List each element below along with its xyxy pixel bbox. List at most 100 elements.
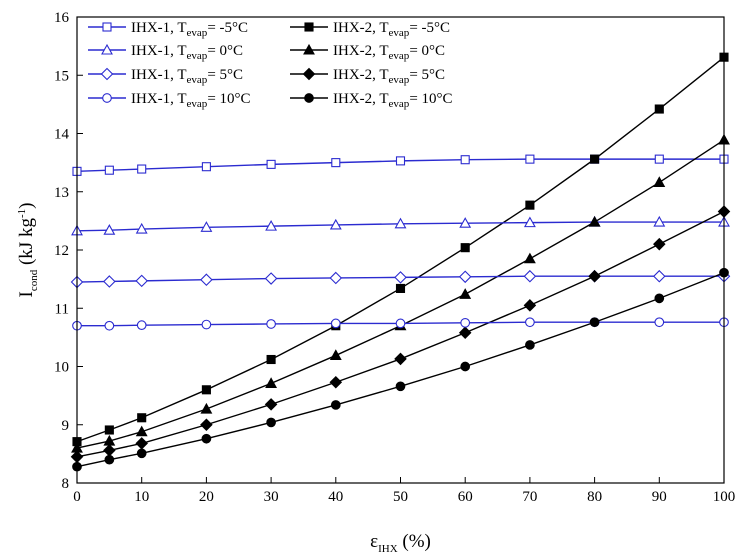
data-point bbox=[103, 224, 116, 235]
legend-swatch-marker bbox=[100, 67, 114, 81]
legend-label-sub: evap bbox=[389, 74, 410, 86]
series-line bbox=[76, 158, 724, 173]
data-point bbox=[394, 271, 407, 284]
data-point bbox=[266, 159, 276, 169]
series-line bbox=[76, 221, 724, 232]
legend-label-post: = 5°C bbox=[207, 67, 243, 83]
legend-label: IHX-2, Tevap= 5°C bbox=[333, 67, 445, 86]
series-1 bbox=[72, 154, 729, 176]
data-point bbox=[460, 243, 470, 253]
data-point bbox=[200, 273, 213, 286]
data-point bbox=[653, 176, 666, 187]
data-point bbox=[136, 448, 147, 459]
data-point bbox=[525, 200, 535, 210]
x-axis-title-main: ε bbox=[370, 531, 378, 552]
y-tick-label: 16 bbox=[54, 10, 70, 26]
data-point bbox=[653, 269, 666, 283]
legend-label-sub: evap bbox=[187, 27, 208, 39]
x-tick-label: 20 bbox=[199, 489, 214, 505]
y-tick-label: 11 bbox=[55, 301, 69, 317]
legend-swatch-marker bbox=[303, 43, 315, 55]
legend-label-pre: IHX-2, T bbox=[333, 43, 389, 59]
legend-swatch-marker bbox=[304, 22, 314, 32]
legend-label-pre: IHX-1, T bbox=[131, 67, 187, 83]
data-point bbox=[459, 217, 472, 228]
data-point bbox=[330, 318, 341, 329]
legend-swatch-marker bbox=[102, 93, 112, 103]
legend-label: IHX-1, Tevap= -5°C bbox=[131, 20, 248, 39]
legend-label-post: = 0°C bbox=[409, 43, 445, 59]
x-tick-label: 10 bbox=[134, 489, 149, 505]
data-point bbox=[266, 319, 276, 329]
data-point bbox=[265, 219, 278, 231]
legend-label-post: = -5°C bbox=[409, 20, 450, 36]
series-line bbox=[76, 210, 725, 458]
x-tick-label: 70 bbox=[522, 489, 537, 505]
legend-label-pre: IHX-1, T bbox=[131, 43, 187, 59]
data-point bbox=[266, 354, 276, 365]
data-point bbox=[201, 162, 211, 172]
legend-label-sub: evap bbox=[187, 50, 208, 62]
legend-label: IHX-1, Tevap= 5°C bbox=[131, 67, 243, 86]
data-point bbox=[103, 444, 116, 457]
data-point bbox=[654, 293, 665, 304]
y-axis-title-unit-sup: -1 bbox=[16, 209, 28, 218]
data-point bbox=[200, 418, 213, 432]
y-axis-title: Icond (kJ kg-1) bbox=[16, 203, 40, 298]
data-point bbox=[264, 272, 278, 285]
y-axis-title-unit-post: ) bbox=[16, 203, 37, 209]
legend-item: IHX-2, Tevap= 0°C bbox=[290, 43, 445, 62]
legend-label-post: = 10°C bbox=[409, 91, 452, 107]
data-point bbox=[654, 317, 665, 328]
data-point bbox=[460, 155, 470, 165]
data-point bbox=[201, 385, 211, 395]
data-point bbox=[103, 275, 116, 288]
legend-label: IHX-1, Tevap= 10°C bbox=[131, 91, 251, 110]
plot-area: 0 10 20 30 40 50 60 70 80 90 100 8 9 10 11 12 13 14 15 16 bbox=[54, 10, 735, 505]
series-line bbox=[77, 321, 724, 327]
legend-label-pre: IHX-1, T bbox=[131, 20, 187, 36]
legend-swatch-marker bbox=[304, 93, 314, 103]
x-axis-title: εIHX (%) bbox=[370, 531, 431, 555]
x-tick-label: 100 bbox=[713, 489, 736, 505]
data-point bbox=[525, 154, 535, 164]
data-point bbox=[266, 417, 276, 428]
data-point bbox=[590, 154, 600, 164]
data-point bbox=[104, 165, 114, 175]
legend-item: IHX-1, Tevap= 0°C bbox=[88, 43, 243, 62]
data-point bbox=[136, 320, 147, 330]
y-axis-title-unit-pre: (kJ kg bbox=[16, 218, 37, 270]
legend-label: IHX-2, Tevap= 10°C bbox=[333, 91, 453, 110]
data-point bbox=[200, 402, 213, 414]
x-tick-label: 0 bbox=[73, 489, 81, 505]
y-tick-label: 9 bbox=[62, 418, 70, 434]
legend-label: IHX-2, Tevap= -5°C bbox=[333, 20, 450, 39]
data-point bbox=[459, 288, 472, 299]
legend-label-sub: evap bbox=[389, 50, 410, 62]
ticks-layer: 0 10 20 30 40 50 60 70 80 90 100 8 9 10 11 12 13 14 15 16 bbox=[54, 10, 735, 505]
legend-swatch-marker bbox=[101, 43, 113, 55]
data-point bbox=[458, 326, 472, 339]
data-point bbox=[653, 215, 666, 227]
legend-label-pre: IHX-2, T bbox=[333, 91, 389, 107]
data-point bbox=[331, 158, 341, 168]
legend-label-sub: evap bbox=[389, 98, 410, 110]
data-point bbox=[201, 433, 212, 444]
data-point bbox=[395, 283, 406, 293]
legend-swatch-marker bbox=[302, 67, 316, 81]
data-point bbox=[523, 299, 537, 312]
legend-swatch-marker bbox=[102, 22, 112, 32]
legend-label-sub: evap bbox=[389, 27, 410, 39]
data-point bbox=[330, 400, 341, 410]
data-point bbox=[329, 349, 342, 360]
data-point bbox=[137, 413, 147, 423]
data-point bbox=[458, 270, 472, 284]
legend-label-pre: IHX-1, T bbox=[131, 91, 187, 107]
series-layer bbox=[70, 52, 731, 472]
data-point bbox=[653, 237, 666, 251]
data-point bbox=[200, 221, 213, 232]
x-tick-label: 30 bbox=[264, 489, 279, 505]
data-point bbox=[395, 318, 406, 329]
y-tick-label: 15 bbox=[54, 68, 69, 84]
